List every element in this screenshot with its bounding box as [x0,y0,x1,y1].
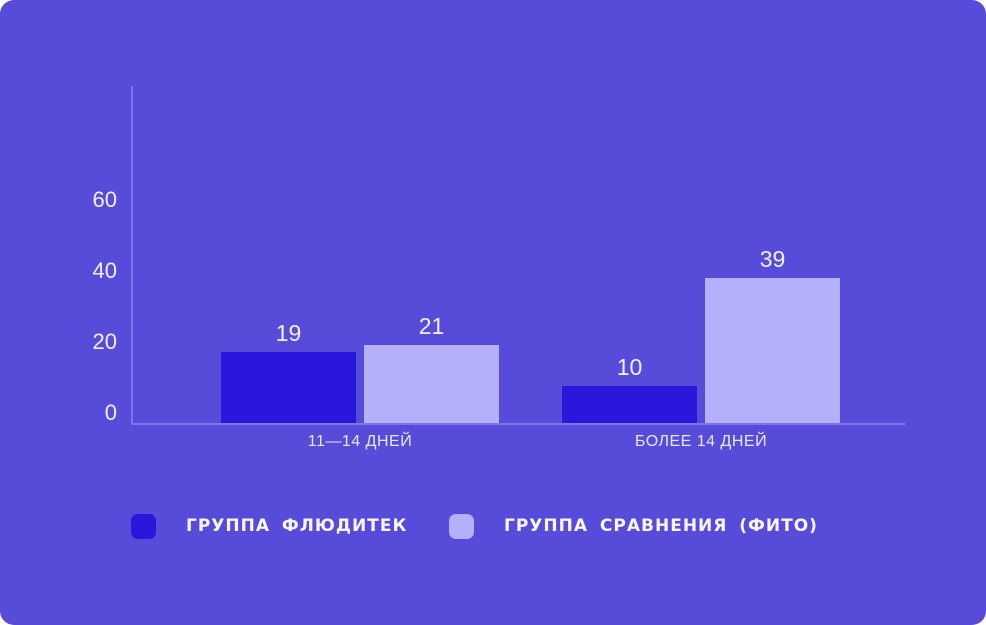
bar-value-label: 21 [418,313,445,339]
bar-cell: 39 [705,247,840,423]
bar-fludytec-more-14 [562,386,697,423]
bar-cell: 21 [364,314,499,423]
bar-group-11-14-days: 19 21 [221,314,499,423]
bar-value-label: 10 [616,354,643,380]
x-axis-line [131,423,905,425]
legend-swatch-comparison [449,513,474,539]
legend-label-fludytec: ГРУППА ФЛЮДИТЕК [186,516,408,536]
bar-value-label: 19 [275,320,302,346]
x-category-label-more-14-days: БОЛЕЕ 14 ДНЕЙ [634,433,768,450]
y-tick-label-60: 60 [92,187,117,212]
y-tick-label-20: 20 [92,329,117,354]
bar-group-more-14-days: 10 39 [562,247,840,423]
bar-comparison-more-14 [705,278,840,423]
legend-label-comparison: ГРУППА СРАВНЕНИЯ (ФИТО) [504,516,818,536]
legend-item-fludytec: ГРУППА ФЛЮДИТЕК [131,512,407,540]
x-category-label-11-14-days: 11—14 ДНЕЙ [307,433,413,450]
bar-cell: 10 [562,355,697,423]
y-axis-line [131,86,133,425]
bar-value-label: 39 [759,246,786,272]
legend-item-comparison: ГРУППА СРАВНЕНИЯ (ФИТО) [449,512,818,540]
bar-comparison-11-14 [364,345,499,423]
legend-swatch-fludytec [131,513,156,539]
y-tick-label-0: 0 [104,400,117,425]
y-tick-label-40: 40 [92,258,117,283]
bar-fludytec-11-14 [221,352,356,423]
bar-cell: 19 [221,321,356,423]
